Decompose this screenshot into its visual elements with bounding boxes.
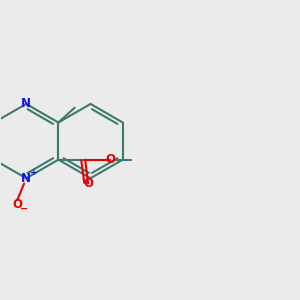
Text: +: + — [30, 168, 38, 177]
Text: O: O — [105, 153, 116, 166]
Text: N: N — [21, 98, 31, 110]
Text: −: − — [20, 204, 28, 214]
Text: N: N — [21, 172, 31, 185]
Text: O: O — [12, 199, 22, 212]
Text: O: O — [83, 177, 93, 190]
